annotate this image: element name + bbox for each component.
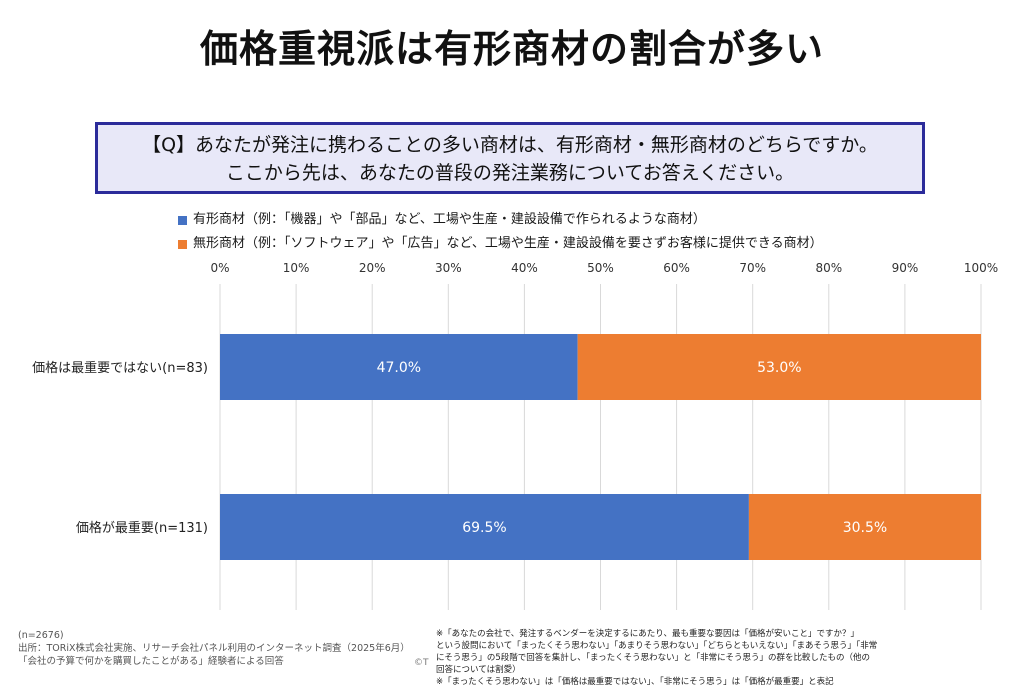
question-line-1: 【Q】あなたが発注に携わることの多い商材は、有形商材・無形商材のどちらですか。 (142, 134, 878, 156)
bar-segment (748, 494, 981, 560)
source-line-2: 「会社の予算で何かを購買したことがある」経験者による回答 (18, 656, 284, 667)
category-label: 価格が最重要(n=131) (76, 520, 208, 536)
question-line-2: ここから先は、あなたの普段の発注業務についてお答えください。 (225, 162, 795, 184)
note-line: にそう思う」の5段階で回答を集計し、「まったくそう思わない」と「非常にそう思う」… (436, 653, 870, 663)
footer-notes: ※「あなたの会社で、発注するベンダーを決定するにあたり、最も重要な要因は「価格が… (436, 628, 906, 688)
x-tick-label: 30% (435, 261, 462, 275)
x-tick-label: 80% (815, 261, 842, 275)
page-title: 価格重視派は有形商材の割合が多い (199, 27, 824, 71)
x-tick-label: 100% (964, 261, 998, 275)
legend-swatch-intangible (178, 239, 187, 249)
x-tick-label: 0% (210, 261, 229, 275)
x-tick-label: 40% (511, 261, 538, 275)
legend-item-intangible: 無形商材（例：「ソフトウェア」や「広告」など、工場や生産・建設設備を要さずお客様… (178, 232, 823, 256)
data-label: 69.5% (462, 520, 506, 536)
legend-label-tangible: 有形商材（例：「機器」や「部品」など、工場や生産・建設設備で作られるような商材） (193, 212, 706, 227)
x-tick-label: 60% (663, 261, 690, 275)
data-label: 53.0% (757, 360, 801, 376)
x-tick-label: 20% (359, 261, 386, 275)
legend-label-intangible: 無形商材（例：「ソフトウェア」や「広告」など、工場や生産・建設設備を要さずお客様… (193, 236, 823, 251)
note-line: 回答については割愛） (436, 665, 521, 675)
x-tick-label: 90% (892, 261, 919, 275)
note-line: という設問において「まったくそう思わない」「あまりそう思わない」「どちらともいえ… (436, 641, 878, 651)
sample-size: (n=2676) (18, 630, 64, 641)
bar-segment (220, 494, 749, 560)
bar-segment (577, 334, 981, 400)
data-label: 30.5% (843, 520, 887, 536)
data-label: 47.0% (377, 360, 421, 376)
x-tick-label: 50% (587, 261, 614, 275)
source-line-1: 出所：TORiX株式会社実施、リサーチ会社パネル利用のインターネット調査（202… (18, 643, 410, 654)
copyright: ©T (414, 658, 429, 668)
legend-item-tangible: 有形商材（例：「機器」や「部品」など、工場や生産・建設設備で作られるような商材） (178, 208, 823, 232)
note-line: ※「まったくそう思わない」は「価格は最重要ではない」、「非常にそう思う」は「価格… (436, 677, 834, 687)
stacked-bar-chart: 0% 10% 20% 30% 40% 50% 60% 70% 80% 90% 100% 価格は最重要で… (32, 261, 998, 610)
bar-segment (220, 334, 578, 400)
x-tick-label: 10% (283, 261, 310, 275)
question-box: 【Q】あなたが発注に携わることの多い商材は、有形商材・無形商材のどちらですか。 … (95, 122, 925, 194)
category-label: 価格は最重要ではない(n=83) (32, 360, 208, 376)
x-tick-label: 70% (739, 261, 766, 275)
chart-legend: 有形商材（例：「機器」や「部品」など、工場や生産・建設設備で作られるような商材）… (178, 208, 823, 256)
footer-source: (n=2676) 出所：TORiX株式会社実施、リサーチ会社パネル利用のインター… (18, 629, 410, 668)
note-line: ※「あなたの会社で、発注するベンダーを決定するにあたり、最も重要な要因は「価格が… (436, 629, 859, 639)
legend-swatch-tangible (178, 215, 187, 225)
